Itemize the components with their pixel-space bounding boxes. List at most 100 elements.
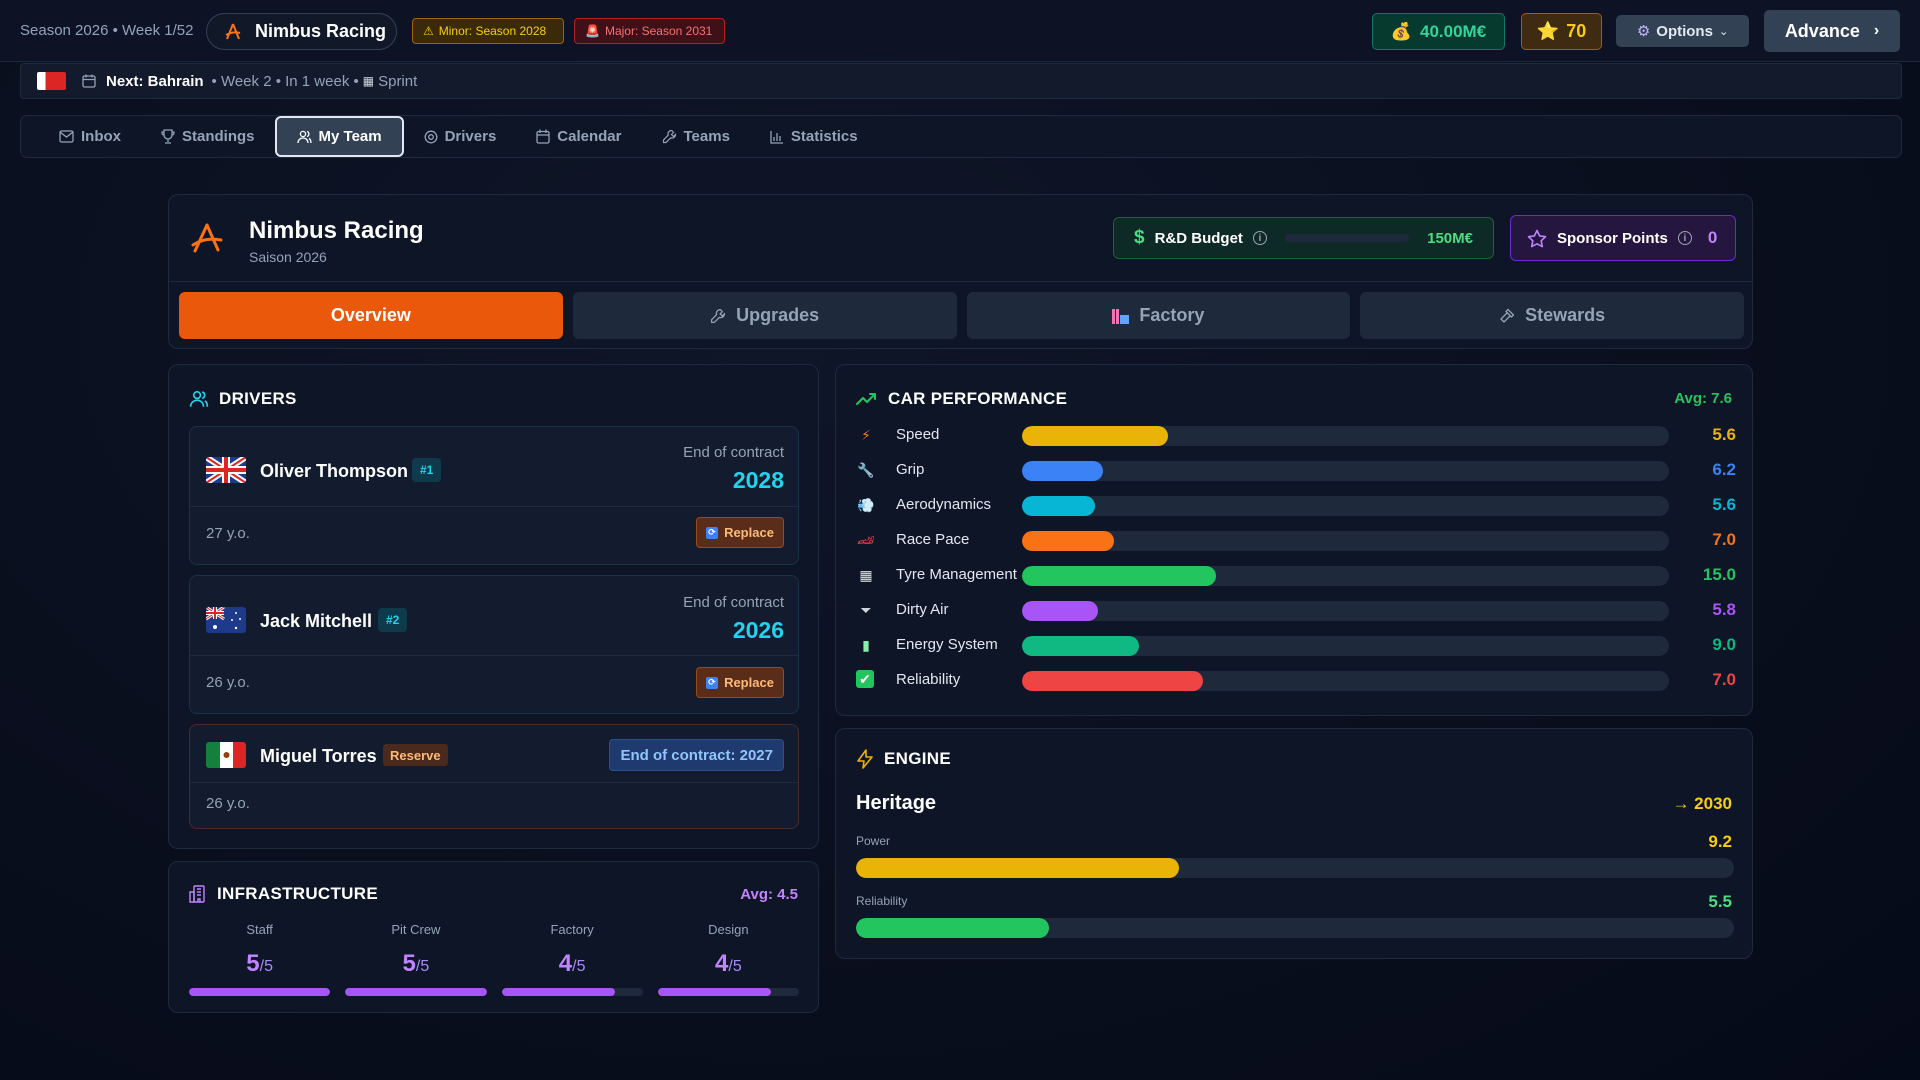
warning-icon: ⚠	[423, 24, 434, 38]
perf-label: Aerodynamics	[896, 496, 992, 513]
team-logo-icon	[191, 223, 223, 253]
infrastructure-heading: INFRASTRUCTURE	[189, 884, 378, 904]
tab-inbox[interactable]: Inbox	[39, 116, 141, 157]
tab-my-team[interactable]: My Team	[274, 116, 404, 157]
perf-bar	[1022, 496, 1669, 516]
infra-item-design: Design 4/5	[657, 922, 799, 996]
car-performance-heading: CAR PERFORMANCE	[856, 389, 1067, 409]
swap-icon: ⟳	[706, 676, 719, 689]
driver-age: 26 y.o.	[206, 674, 250, 691]
driver-card[interactable]: Jack Mitchell #2 End of contract 2026 26…	[189, 575, 799, 714]
checkered-flag-icon: ▦	[859, 566, 873, 583]
replace-driver-button[interactable]: ⟳ Replace	[696, 517, 784, 548]
reserve-badge: Reserve	[383, 744, 448, 766]
lightning-icon: ⚡	[861, 426, 871, 443]
perf-value: 6.2	[1712, 460, 1736, 479]
checkered-flag-icon: ▦	[362, 74, 375, 88]
star-outline-icon	[1527, 229, 1547, 247]
driver-name[interactable]: Miguel Torres	[260, 746, 377, 766]
driver-number-badge: #1	[412, 458, 442, 482]
subtab-stewards[interactable]: Stewards	[1360, 292, 1744, 339]
building-icon	[189, 885, 205, 903]
race-format: Sprint	[378, 72, 418, 90]
calendar-icon	[82, 74, 96, 88]
perf-bar	[1022, 461, 1669, 481]
factory-icon	[1112, 308, 1130, 324]
stars-display: ⭐ 70	[1521, 13, 1602, 50]
driver-name[interactable]: Jack Mitchell	[260, 611, 373, 631]
perf-value: 5.6	[1712, 425, 1736, 444]
chevron-down-icon: ⌄	[1718, 25, 1729, 38]
infra-bar-fill	[345, 988, 487, 996]
driver-name[interactable]: Oliver Thompson	[260, 461, 409, 481]
tab-calendar[interactable]: Calendar	[516, 116, 641, 157]
options-button[interactable]: ⚙ Options ⌄	[1616, 15, 1749, 47]
tab-teams[interactable]: Teams	[642, 116, 750, 157]
perf-row-energy-system: ▮ Energy System 9.0	[856, 635, 1736, 656]
replace-driver-button[interactable]: ⟳ Replace	[696, 667, 784, 698]
major-regulation-badge: 🚨 Major: Season 2031	[574, 18, 725, 44]
race-car-icon: 🏎	[857, 531, 875, 548]
infrastructure-panel: INFRASTRUCTURE Avg: 4.5 Staff 5/5 Pit Cr…	[168, 861, 819, 1013]
team-logo-icon	[225, 23, 241, 39]
tab-drivers[interactable]: Drivers	[404, 116, 517, 157]
check-box-icon: ✔	[856, 670, 874, 688]
wrench-icon	[711, 308, 726, 323]
car-performance-avg: Avg: 7.6	[1674, 390, 1732, 407]
driver-age: 27 y.o.	[206, 525, 250, 542]
rd-budget-label: R&D Budget	[1154, 229, 1243, 247]
subtab-upgrades[interactable]: Upgrades	[572, 292, 957, 339]
perf-value: 9.0	[1712, 635, 1736, 654]
next-race-label: Next: Bahrain	[106, 72, 204, 90]
perf-value: 7.0	[1712, 530, 1736, 549]
team-pill[interactable]: Nimbus Racing	[206, 13, 397, 50]
drivers-panel: DRIVERS Oliver Thompson #1 End of contra…	[168, 364, 819, 849]
wrench-icon: 🔧	[857, 461, 875, 478]
trophy-icon	[161, 129, 175, 144]
users-icon	[189, 390, 209, 407]
reserve-driver-card[interactable]: Miguel Torres Reserve End of contract: 2…	[189, 724, 799, 829]
driver-card[interactable]: Oliver Thompson #1 End of contract 2028 …	[189, 426, 799, 565]
info-icon[interactable]: i	[1677, 231, 1692, 245]
star-icon: ⭐	[1536, 21, 1560, 41]
engine-power-bar	[856, 858, 1734, 878]
contract-label: End of contract	[683, 444, 784, 461]
australia-flag-icon	[206, 607, 246, 633]
perf-row-tyre-management: ▦ Tyre Management 15.0	[856, 565, 1736, 586]
infra-item-staff: Staff 5/5	[189, 922, 331, 996]
wrench-icon	[662, 129, 676, 144]
perf-label: Tyre Management	[896, 566, 1017, 583]
perf-label: Speed	[896, 426, 940, 443]
subtab-overview[interactable]: Overview	[179, 292, 563, 339]
perf-value: 5.6	[1712, 495, 1736, 514]
advance-button[interactable]: Advance ›	[1764, 10, 1900, 52]
dollar-icon: $	[1134, 227, 1145, 248]
funnel-icon: ⏷	[860, 601, 872, 618]
main-nav: Inbox Standings My Team Drivers Calendar…	[20, 115, 1902, 158]
sponsor-points-label: Sponsor Points	[1557, 229, 1668, 247]
rd-budget-widget: $ R&D Budget i 150M€	[1113, 217, 1494, 259]
gavel-icon	[1500, 308, 1515, 323]
info-icon[interactable]: i	[1252, 231, 1267, 245]
engine-reliability-label: Reliability	[856, 894, 908, 908]
perf-label: Reliability	[896, 671, 961, 688]
tab-standings[interactable]: Standings	[141, 116, 275, 157]
next-race-meta: • Week 2 • In 1 week •	[211, 72, 359, 90]
contract-pill: End of contract: 2027	[609, 739, 784, 771]
engine-power-value: 9.2	[1708, 832, 1732, 851]
uk-flag-icon	[206, 457, 246, 483]
bahrain-flag-icon	[37, 72, 66, 90]
perf-row-dirty-air: ⏷ Dirty Air 5.8	[856, 600, 1736, 621]
drivers-heading: DRIVERS	[189, 389, 297, 409]
engine-panel: ENGINE Heritage → 2030 Power 9.2 Reliabi…	[835, 728, 1753, 959]
minor-regulation-badge: ⚠ Minor: Season 2028	[412, 18, 564, 44]
next-event-bar[interactable]: Next: Bahrain • Week 2 • In 1 week • ▦ S…	[20, 63, 1902, 99]
subtab-factory[interactable]: Factory	[966, 292, 1351, 339]
engine-heading: ENGINE	[856, 749, 951, 769]
perf-bar	[1022, 566, 1669, 586]
battery-icon: ▮	[862, 636, 870, 653]
chevron-right-icon: ›	[1873, 22, 1880, 39]
team-pill-name: Nimbus Racing	[255, 21, 387, 41]
tab-statistics[interactable]: Statistics	[750, 116, 878, 157]
engine-reliability-value: 5.5	[1708, 892, 1732, 911]
